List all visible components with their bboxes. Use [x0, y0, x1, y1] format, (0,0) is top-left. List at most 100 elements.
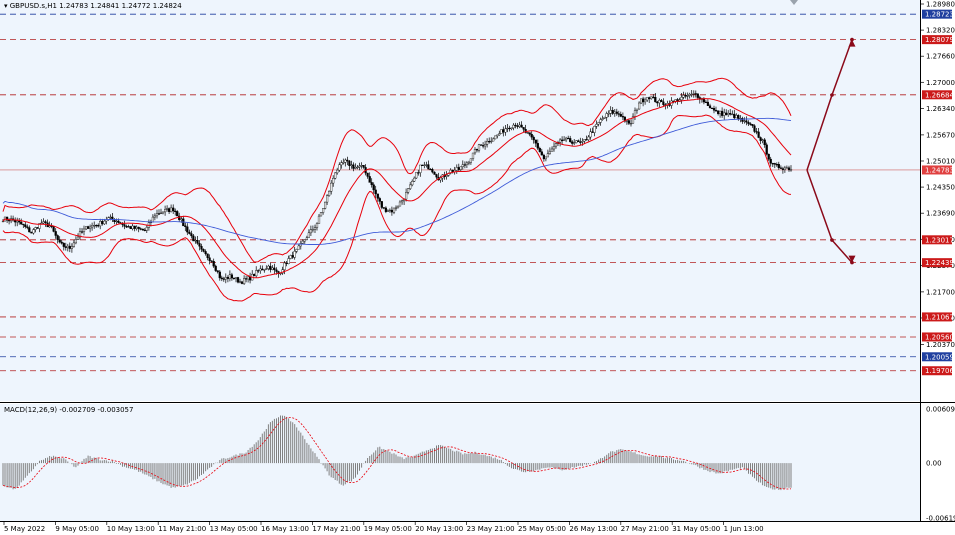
candle-body [178, 215, 181, 220]
time-tick-label: 19 May 05:00 [364, 525, 412, 533]
candle-body [625, 120, 628, 122]
candle-body [409, 184, 412, 189]
price-level-badge [922, 366, 952, 376]
candle-body [771, 163, 774, 165]
candle-body [731, 113, 734, 116]
candle-body [498, 133, 501, 136]
candle-body [571, 141, 574, 144]
candle-body [127, 226, 130, 228]
candle-body [60, 241, 63, 244]
candle-body [542, 154, 545, 160]
candle-body [354, 167, 357, 169]
candle-body [218, 271, 221, 279]
candle-body [58, 239, 61, 243]
candle-body [32, 229, 35, 234]
candle-body [332, 177, 335, 184]
candle-body [773, 163, 776, 165]
candle-body [413, 177, 416, 182]
candle-body [283, 262, 286, 271]
candle-body [741, 118, 744, 122]
candle-body [725, 112, 728, 115]
candle-body [54, 231, 57, 236]
candle-body [169, 207, 173, 212]
candle-body [721, 110, 724, 116]
candle-body [421, 164, 424, 167]
time-tick-label: 31 May 05:00 [672, 525, 720, 533]
price-tick-label: 1.26340 [926, 105, 955, 113]
candle-body [660, 99, 663, 102]
candle-body [573, 142, 576, 144]
candle-body [552, 145, 556, 150]
candle-body [374, 189, 377, 195]
candle-body [658, 99, 661, 104]
candle-body [265, 268, 268, 270]
candle-body [165, 208, 169, 210]
candle-body [484, 144, 487, 147]
down-scenario-point [830, 238, 834, 242]
candle-body [125, 226, 128, 228]
candle-body [461, 164, 464, 168]
candle-body [714, 110, 718, 112]
candle-body [445, 174, 448, 177]
up-arrowhead-icon [848, 39, 856, 47]
menu-triangle-icon[interactable]: ▾ [4, 2, 8, 10]
candle-body [313, 227, 317, 230]
candle-body [153, 215, 156, 218]
candle-body [775, 163, 778, 166]
candle-body [429, 168, 432, 171]
bollinger-upper-band [2, 77, 792, 263]
candle-body [307, 232, 310, 238]
candle-body [510, 127, 513, 130]
candle-body [212, 261, 215, 267]
candle-body [631, 116, 635, 124]
candle-body [244, 278, 248, 280]
candle-body [301, 240, 304, 244]
candle-body [26, 226, 29, 228]
candle-body [419, 164, 422, 173]
candle-body [52, 226, 55, 232]
candle-body [139, 228, 142, 230]
candle-body [66, 245, 69, 248]
candle-body [425, 164, 428, 166]
candle-body [451, 169, 454, 172]
candle-body [735, 115, 738, 119]
candle-body [694, 93, 697, 95]
candle-body [682, 94, 685, 98]
candle-body [690, 93, 693, 96]
candle-body [415, 172, 418, 179]
candle-body [352, 164, 355, 169]
price-tick-label: 1.25010 [926, 157, 955, 165]
candle-body [295, 249, 298, 252]
candle-body [644, 99, 647, 103]
candle-body [238, 281, 242, 283]
candle-body [621, 116, 624, 118]
candle-body [1, 220, 5, 223]
candle-body [591, 131, 594, 133]
price-level-badge [922, 258, 952, 268]
candle-body [133, 225, 136, 229]
candle-body [465, 162, 468, 165]
candle-body [423, 164, 426, 167]
candle-body [82, 228, 86, 232]
candle-body [370, 182, 373, 185]
candle-body [605, 113, 608, 118]
candle-body [311, 229, 314, 231]
macd-tick-label: -0.006193 [926, 515, 955, 523]
candle-body [172, 207, 175, 212]
candle-body [135, 226, 138, 229]
candle-body [589, 131, 592, 138]
candle-body [388, 209, 391, 212]
candle-body [271, 267, 274, 270]
candle-body [72, 242, 75, 247]
candle-body [38, 223, 41, 229]
autoscroll-marker-icon[interactable] [790, 0, 798, 5]
price-level-label: 1.26684 [925, 91, 954, 99]
candle-body [581, 140, 584, 143]
candle-body [640, 98, 643, 104]
main-pane-background [0, 0, 920, 401]
price-level-badge [922, 235, 952, 245]
candle-body [226, 277, 229, 279]
candle-body [633, 110, 637, 117]
macd-tick-label: 0.00 [926, 460, 942, 468]
price-level-label: 1.20059 [925, 353, 954, 361]
